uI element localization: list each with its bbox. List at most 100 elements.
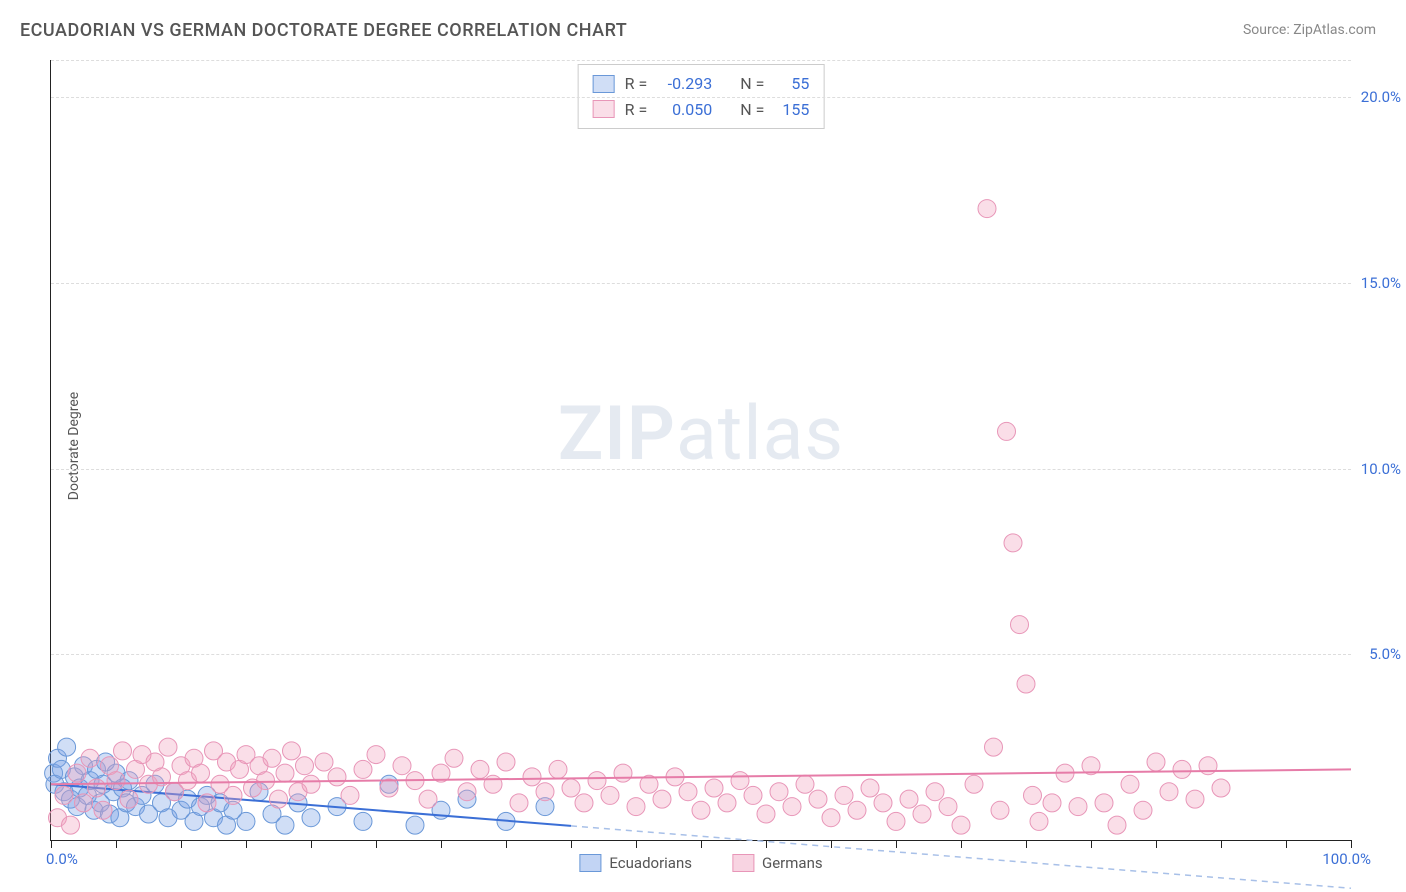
- x-tick-max: 100.0%: [1322, 850, 1371, 868]
- scatter-point: [1160, 783, 1178, 801]
- scatter-point: [62, 816, 80, 834]
- stat-n-value: 55: [774, 71, 809, 97]
- grid-line: [51, 654, 1351, 655]
- scatter-point: [257, 772, 275, 790]
- x-tick: [1091, 840, 1092, 848]
- stat-r-label: R =: [625, 97, 648, 123]
- x-tick: [1221, 840, 1222, 848]
- scatter-point: [718, 794, 736, 812]
- x-tick: [831, 840, 832, 848]
- scatter-point: [1212, 779, 1230, 797]
- scatter-point: [107, 772, 125, 790]
- scatter-point: [354, 812, 372, 830]
- stats-row: R =-0.293 N =55: [593, 71, 810, 97]
- scatter-point: [58, 738, 76, 756]
- x-tick: [1156, 840, 1157, 848]
- scatter-point: [393, 757, 411, 775]
- scatter-point: [1173, 760, 1191, 778]
- legend-swatch: [579, 854, 601, 872]
- scatter-point: [328, 768, 346, 786]
- scatter-point: [679, 783, 697, 801]
- scatter-point: [692, 801, 710, 819]
- scatter-point: [1095, 794, 1113, 812]
- legend-swatch: [593, 75, 615, 93]
- x-tick: [1026, 840, 1027, 848]
- x-tick: [506, 840, 507, 848]
- scatter-point: [731, 772, 749, 790]
- scatter-point: [1017, 675, 1035, 693]
- grid-line: [51, 97, 1351, 98]
- scatter-point: [510, 794, 528, 812]
- scatter-point: [887, 812, 905, 830]
- scatter-point: [1004, 534, 1022, 552]
- x-tick: [181, 840, 182, 848]
- x-tick: [116, 840, 117, 848]
- scatter-point: [536, 783, 554, 801]
- x-tick: [311, 840, 312, 848]
- legend-label: Ecuadorians: [609, 854, 692, 872]
- scatter-point: [497, 753, 515, 771]
- scatter-point: [1011, 616, 1029, 634]
- scatter-point: [341, 786, 359, 804]
- chart-container: ECUADORIAN VS GERMAN DOCTORATE DEGREE CO…: [0, 0, 1406, 892]
- x-tick-min: 0.0%: [46, 850, 78, 868]
- legend-item: Ecuadorians: [579, 854, 692, 872]
- scatter-point: [861, 779, 879, 797]
- scatter-point: [471, 760, 489, 778]
- x-tick: [246, 840, 247, 848]
- scatter-point: [1069, 798, 1087, 816]
- stat-r-value: 0.050: [657, 97, 712, 123]
- x-tick: [701, 840, 702, 848]
- scatter-point: [1030, 812, 1048, 830]
- scatter-point: [237, 812, 255, 830]
- legend-swatch: [593, 100, 615, 118]
- scatter-point: [302, 775, 320, 793]
- scatter-point: [270, 790, 288, 808]
- x-tick: [766, 840, 767, 848]
- scatter-point: [835, 786, 853, 804]
- scatter-point: [367, 746, 385, 764]
- stat-n-value: 155: [774, 97, 809, 123]
- chart-title: ECUADORIAN VS GERMAN DOCTORATE DEGREE CO…: [20, 20, 627, 41]
- scatter-point: [406, 816, 424, 834]
- scatter-point: [627, 798, 645, 816]
- scatter-point: [985, 738, 1003, 756]
- scatter-point: [900, 790, 918, 808]
- scatter-point: [68, 764, 86, 782]
- scatter-point: [354, 760, 372, 778]
- stat-n-label: N =: [740, 71, 764, 97]
- scatter-point: [783, 798, 801, 816]
- y-tick-label: 15.0%: [1361, 274, 1401, 292]
- scatter-point: [1121, 775, 1139, 793]
- scatter-point: [94, 801, 112, 819]
- scatter-point: [705, 779, 723, 797]
- scatter-point: [757, 805, 775, 823]
- x-tick: [961, 840, 962, 848]
- x-tick: [1351, 840, 1352, 848]
- scatter-point: [224, 786, 242, 804]
- scatter-point: [120, 790, 138, 808]
- scatter-point: [445, 749, 463, 767]
- scatter-point: [1108, 816, 1126, 834]
- scatter-point: [283, 742, 301, 760]
- scatter-point: [549, 760, 567, 778]
- scatter-point: [276, 764, 294, 782]
- grid-line: [51, 60, 1351, 61]
- stat-r-label: R =: [625, 71, 648, 97]
- scatter-point: [562, 779, 580, 797]
- scatter-point: [302, 809, 320, 827]
- scatter-point: [263, 749, 281, 767]
- x-tick: [1286, 840, 1287, 848]
- scatter-point: [192, 764, 210, 782]
- grid-line: [51, 283, 1351, 284]
- scatter-point: [75, 794, 93, 812]
- x-tick: [51, 840, 52, 848]
- scatter-point: [380, 779, 398, 797]
- scatter-point: [991, 801, 1009, 819]
- plot-area: ZIPatlas R =-0.293 N =55R =0.050 N =155 …: [50, 60, 1351, 841]
- y-tick-label: 20.0%: [1361, 88, 1401, 106]
- x-tick: [896, 840, 897, 848]
- scatter-point: [575, 794, 593, 812]
- legend-label: Germans: [762, 854, 823, 872]
- x-tick: [441, 840, 442, 848]
